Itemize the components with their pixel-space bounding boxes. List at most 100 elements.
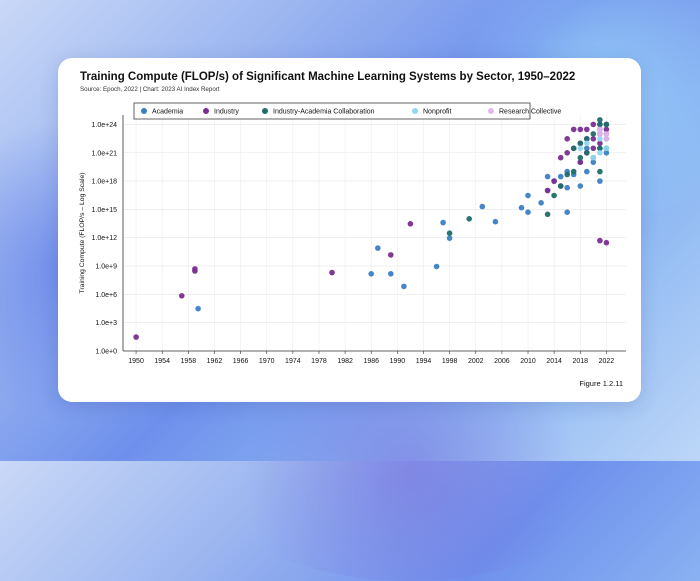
point-academia [525,209,531,215]
point-industry [590,136,597,142]
legend-label-industry-academia-collaboration: Industry-Academia Collaboration [273,109,375,116]
point-industry [597,237,603,244]
point-research-collective [597,131,603,137]
point-industry [564,136,570,142]
x-tick-label: 1986 [363,358,379,365]
point-academia [544,173,551,180]
legend-label-nonprofit: Nonprofit [423,109,451,116]
figure-label: Figure 1.2.11 [579,379,623,388]
x-tick-label: 1966 [233,358,249,365]
point-nonprofit [603,145,610,152]
point-industry [329,269,335,276]
point-nonprofit [577,145,584,152]
point-academia [564,209,570,215]
x-tick-label: 1982 [337,358,353,365]
point-industry-academia-collaboration [564,171,570,178]
point-academia [401,283,407,290]
point-nonprofit [584,140,590,147]
legend-marker-industry [203,108,209,114]
legend-marker-industry-academia-collaboration [262,108,268,114]
y-tick-label: 1.0e+24 [92,122,118,129]
axes: 1.0e+0 1.0e+3 1.0e+6 1.0e+9 1.0e+12 1.0e+15 1.… [92,115,626,365]
x-tick-label: 1974 [285,358,301,365]
legend: Academia Industry Industry-Academia Collab… [133,102,561,120]
scatter-chart: 1.0e+0 1.0e+3 1.0e+6 1.0e+9 1.0e+12 1.0e+15 1.… [79,102,626,365]
point-academia [557,173,564,180]
x-tick-label: 1994 [416,358,432,365]
point-nonprofit [597,150,603,156]
y-tick-label: 1.0e+6 [95,292,117,299]
point-industry [603,126,610,133]
point-industry-academia-collaboration [584,136,590,142]
chart-title: Training Compute (FLOP/s) of Significant… [80,71,576,83]
point-academia [440,219,446,226]
y-tick-label: 1.0e+15 [92,207,118,214]
point-industry [590,121,597,128]
y-tick-label: 1.0e+9 [95,264,117,271]
y-axis-label: Training Compute (FLOP/s – Log Scale) [79,172,86,293]
point-industry-academia-collaboration [577,154,584,161]
point-academia [584,168,590,175]
x-tick-label: 2014 [546,358,562,365]
legend-label-industry: Industry [214,109,239,116]
point-industry-academia-collaboration [544,211,551,218]
point-industry [551,178,557,184]
point-industry-academia-collaboration [597,117,603,123]
point-industry [564,150,570,156]
point-nonprofit [590,154,597,161]
x-tick-label: 1998 [442,358,458,365]
point-academia [368,271,375,277]
x-tick-label: 2002 [468,358,484,365]
legend-marker-nonprofit [412,108,418,114]
x-tick-label: 1958 [181,358,197,365]
x-tick-label: 2010 [520,358,536,365]
point-industry-academia-collaboration [603,121,610,128]
point-industry [590,145,597,152]
point-academia [603,150,610,156]
point-industry [597,140,603,147]
x-tick-label: 1950 [128,358,144,365]
point-nonprofit [597,136,603,142]
point-academia [577,183,584,189]
x-tick-label: 2006 [494,358,510,365]
point-industry-academia-collaboration [466,216,473,222]
point-industry [557,154,564,161]
point-industry-academia-collaboration [446,230,453,236]
point-academia [584,145,590,152]
point-research-collective [597,126,603,133]
grid-lines [123,115,626,352]
point-industry-academia-collaboration [584,150,590,156]
point-industry-academia-collaboration [570,145,577,152]
point-industry [133,334,139,340]
x-tick-label: 1990 [390,358,406,365]
legend-marker-academia [141,108,147,114]
point-industry-academia-collaboration [597,145,603,152]
point-academia [525,192,531,199]
point-industry [544,187,551,194]
point-industry [603,239,610,246]
x-tick-label: 1970 [259,358,275,365]
x-tick-label: 1978 [311,358,327,365]
point-industry-academia-collaboration [577,140,584,147]
legend-label-academia: Academia [152,109,183,116]
data-points [133,117,610,340]
x-tick-label: 1954 [154,358,170,365]
legend-marker-research-collective [488,108,494,114]
point-academia [590,159,597,165]
point-industry [577,159,584,165]
point-academia [479,203,486,210]
x-tick-label: 2018 [572,358,588,365]
point-industry [179,293,185,299]
y-tick-label: 1.0e+21 [92,150,118,157]
point-academia [518,204,525,211]
point-academia [597,178,603,184]
point-industry [388,252,394,258]
y-tick-label: 1.0e+12 [92,235,118,242]
x-tick-label: 2022 [599,358,615,365]
point-industry-academia-collaboration [597,121,603,128]
point-research-collective [603,136,610,142]
y-tick-label: 1.0e+3 [95,320,117,327]
point-academia [446,235,453,241]
point-industry-academia-collaboration [551,192,557,199]
chart-subtitle: Source: Epoch, 2022 | Chart: 2023 AI Ind… [80,86,220,93]
